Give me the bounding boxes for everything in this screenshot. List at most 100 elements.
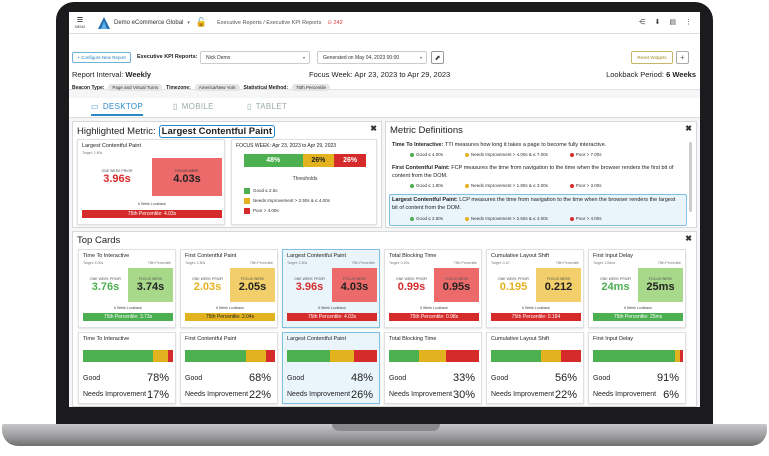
needs-label: Needs Improvement bbox=[491, 391, 555, 398]
focus-label: FOCUS WEEK bbox=[240, 277, 265, 281]
reset-widgets-button[interactable]: Reset Widgets bbox=[631, 51, 673, 64]
chevron-down-icon[interactable]: ▾ bbox=[187, 19, 190, 26]
highlighted-metric-badge[interactable]: Largest Contentful Paint bbox=[158, 125, 275, 138]
tab-desktop-label: DESKTOP bbox=[102, 102, 144, 111]
prior-value: 2.03s bbox=[193, 281, 222, 293]
download-icon[interactable]: ⬇ bbox=[654, 19, 661, 26]
needs-swatch bbox=[244, 197, 250, 204]
metric-card[interactable]: Time To Interactive Target: 4.00s 75th P… bbox=[78, 249, 176, 328]
card-title: First Contentful Paint bbox=[185, 336, 237, 342]
tab-mobile[interactable]: ▯ MOBILE bbox=[173, 102, 214, 111]
breadcrumb[interactable]: Executive Reports / Executive KPI Report… bbox=[217, 19, 322, 26]
needs-label: Needs Improvement bbox=[287, 391, 351, 398]
card-method: 75th Percentile bbox=[555, 261, 579, 265]
lookback-period: Lookback Period: 6 Weeks bbox=[606, 70, 696, 79]
more-icon[interactable]: ⋮ bbox=[685, 19, 692, 26]
poor-swatch bbox=[244, 207, 250, 214]
report-select[interactable]: Nick Demo ▾ bbox=[200, 51, 310, 64]
device-tabs: ▭ DESKTOP ▯ MOBILE ▯ TABLET bbox=[69, 98, 700, 118]
close-icon[interactable]: ✖ bbox=[685, 124, 692, 133]
share-icon[interactable]: ⋲ bbox=[638, 19, 646, 26]
metric-card[interactable]: First Input Delay Target: 100ms 75th Per… bbox=[588, 249, 686, 328]
focus-label: FOCUS WEEK bbox=[138, 277, 163, 281]
percentile-bar: 75th Percentile: 0.184 bbox=[491, 313, 581, 321]
configure-report-button[interactable]: + Configure New Report bbox=[72, 52, 131, 63]
timezone-chip[interactable]: America/New York bbox=[194, 84, 240, 91]
metric-card[interactable]: Cumulative Layout Shift Target: 0.10 75t… bbox=[486, 249, 584, 328]
lookback-label: 6 Week Lookback bbox=[138, 202, 166, 206]
card-target: Target: 2.50s bbox=[287, 261, 308, 265]
prior-value: 3.76s bbox=[91, 281, 120, 293]
pin-icon[interactable]: ⬈ bbox=[431, 51, 444, 64]
lookback-label: 6 Week Lookback bbox=[114, 306, 142, 310]
focus-header: FOCUS WEEK: Apr 23, 2023 to Apr 29, 2023 bbox=[236, 143, 337, 149]
def-fcp-good: Good ≤ 1.80s bbox=[410, 183, 443, 188]
add-widget-button[interactable]: + bbox=[676, 51, 689, 64]
good-percent: 78% bbox=[146, 372, 169, 384]
dist-good bbox=[593, 350, 675, 362]
tab-desktop[interactable]: ▭ DESKTOP bbox=[91, 102, 144, 116]
close-icon[interactable]: ✖ bbox=[370, 124, 377, 133]
needs-percent: 22% bbox=[554, 389, 577, 401]
dist-needs bbox=[153, 350, 169, 362]
logo-icon bbox=[97, 16, 111, 30]
focus-value: 0.95s bbox=[442, 281, 471, 293]
distribution-card[interactable]: First Contentful Paint Good 68% Needs Im… bbox=[180, 332, 278, 404]
tab-tablet[interactable]: ▯ TABLET bbox=[247, 102, 287, 111]
focus-box-label: FOCUS WEEK bbox=[175, 169, 199, 173]
distribution-card[interactable]: Largest Contentful Paint Good 48% Needs … bbox=[282, 332, 380, 404]
def-lcp-highlight bbox=[389, 194, 687, 226]
focus-box-value: 4.03s bbox=[173, 173, 201, 185]
metric-definitions-panel: Metric Definitions ✖ Time To Interactive… bbox=[385, 121, 697, 228]
metric-card[interactable]: Largest Contentful Paint Target: 2.50s 7… bbox=[282, 249, 380, 328]
prior-week-box: ONE WEEK PRIOR 2.03s bbox=[185, 268, 230, 302]
metric-card[interactable]: Total Blocking Time Target: 0.20s 75th P… bbox=[384, 249, 482, 328]
interval-value: Weekly bbox=[125, 70, 152, 79]
dist-poor bbox=[353, 350, 377, 362]
dist-needs bbox=[330, 350, 354, 362]
focus-value: 25ms bbox=[646, 281, 675, 293]
distribution-card[interactable]: First Input Delay Good 91% Needs Improve… bbox=[588, 332, 686, 404]
highlighted-card[interactable]: Largest Contentful Paint Target: 2.50s O… bbox=[77, 139, 225, 225]
alert-badge[interactable]: ⊙ 242 bbox=[327, 19, 343, 26]
percentile-bar: 75th Percentile: 4.03s bbox=[82, 210, 222, 218]
card-title: Total Blocking Time bbox=[389, 253, 437, 259]
lookback-label: 6 Week Lookback bbox=[624, 306, 652, 310]
distribution-card[interactable]: Total Blocking Time Good 33% Needs Impro… bbox=[384, 332, 482, 404]
card-target: Target: 1.80s bbox=[185, 261, 206, 265]
thresholds-title: Thresholds bbox=[292, 176, 318, 182]
scrollbar[interactable] bbox=[689, 142, 692, 212]
focus-value: 4.03s bbox=[340, 281, 369, 293]
alert-count: 242 bbox=[333, 19, 343, 26]
focus-week-box: FOCUS WEEK 3.74s bbox=[128, 268, 173, 302]
print-icon[interactable]: ▤ bbox=[669, 19, 676, 26]
good-label: Good bbox=[491, 375, 509, 382]
distribution-card[interactable]: Cumulative Layout Shift Good 56% Needs I… bbox=[486, 332, 584, 404]
beacon-chip[interactable]: Page and Virtual Turns bbox=[108, 84, 163, 91]
menu-button[interactable]: ≡ MENU bbox=[69, 15, 91, 30]
tab-tablet-label: TABLET bbox=[255, 102, 288, 111]
close-icon[interactable]: ✖ bbox=[685, 234, 692, 243]
card-title: Largest Contentful Paint bbox=[287, 253, 347, 259]
focus-week-box: FOCUS WEEK 25ms bbox=[638, 268, 683, 302]
def-fcp-text: FCP measures the time from navigation to… bbox=[392, 165, 674, 179]
org-selector[interactable]: Demo eCommerce Global bbox=[114, 19, 184, 26]
def-fcp-needs: Needs Improvement > 1.80s & ≤ 3.00s bbox=[465, 183, 548, 188]
def-lcp-text: LCP measures the time from navigation to… bbox=[392, 197, 676, 211]
timezone-label: Timezone: bbox=[166, 84, 191, 91]
needs-percent: 26% bbox=[350, 389, 373, 401]
lock-icon: 🔓 bbox=[195, 17, 208, 27]
card-title: Cumulative Layout Shift bbox=[491, 336, 550, 342]
distribution-card[interactable]: Time To Interactive Good 78% Needs Impro… bbox=[78, 332, 176, 404]
def-fcp-poor: Poor > 3.00s bbox=[569, 183, 602, 188]
generated-select[interactable]: Generated on May 04, 2023 00:00 ▾ bbox=[317, 51, 427, 64]
prior-value: 24ms bbox=[601, 281, 630, 293]
focus-label: FOCUS WEEK bbox=[546, 277, 571, 281]
stat-method-chip[interactable]: 75th Percentile bbox=[291, 84, 331, 91]
needs-percent: 22% bbox=[248, 389, 271, 401]
card-method: 75th Percentile bbox=[147, 261, 171, 265]
distribution-bar bbox=[491, 350, 581, 362]
lookback-label: 6 Week Lookback bbox=[420, 306, 448, 310]
metric-card[interactable]: First Contentful Paint Target: 1.80s 75t… bbox=[180, 249, 278, 328]
top-bar: ≡ MENU Demo eCommerce Global ▾ 🔓 Executi… bbox=[69, 12, 700, 34]
